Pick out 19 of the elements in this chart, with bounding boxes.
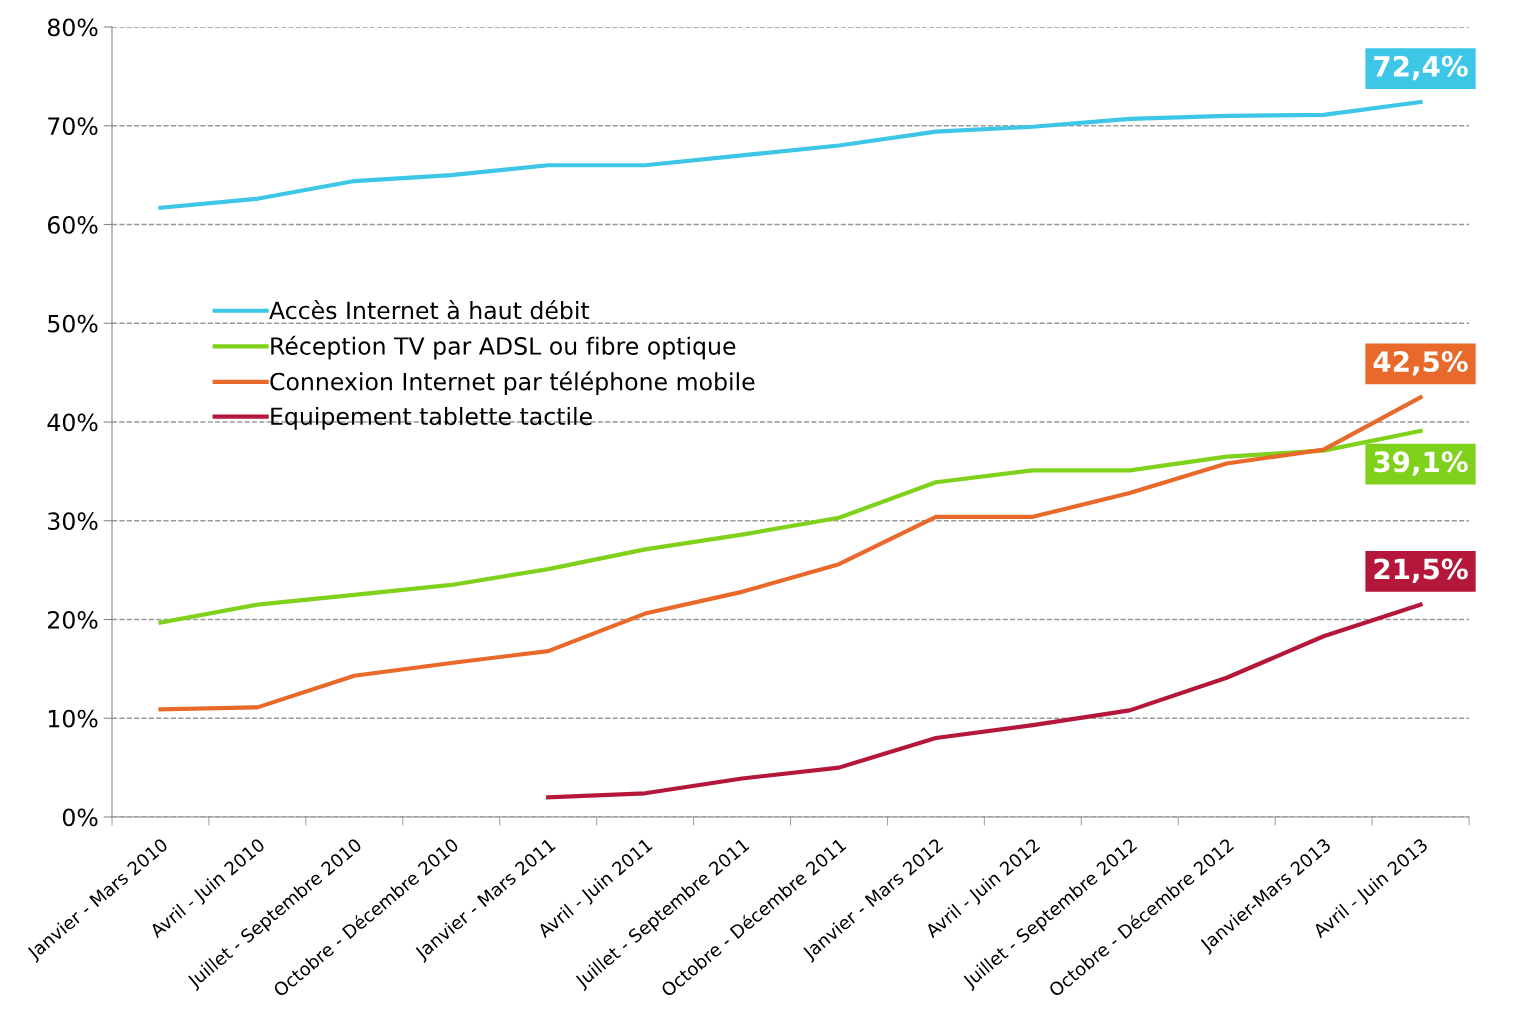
legend-label: Accès Internet à haut débit xyxy=(269,300,590,320)
legend-label: Connexion Internet par téléphone mobile xyxy=(270,371,755,396)
y-tick-label: 50% xyxy=(48,314,98,333)
line-series xyxy=(158,99,1423,210)
line-series xyxy=(546,602,1423,800)
y-tick-label: 70% xyxy=(48,117,98,136)
data-label: 72,4% xyxy=(1374,55,1468,81)
y-tick-label: 20% xyxy=(48,610,98,629)
y-tick-label: 30% xyxy=(48,512,98,531)
data-label: 39,1% xyxy=(1374,451,1468,476)
legend-label: Equipement tablette tactile xyxy=(271,406,592,430)
legend-label: Réception TV par ADSL ou fibre optique xyxy=(271,335,736,360)
y-tick-label: 0% xyxy=(62,808,98,827)
y-tick-label: 40% xyxy=(47,413,98,432)
y-tick-label: 80% xyxy=(47,18,98,37)
y-tick-label: 10% xyxy=(48,709,98,728)
y-tick-label: 60% xyxy=(47,215,98,234)
data-label: 21,5% xyxy=(1374,558,1468,583)
data-label: 42,5% xyxy=(1373,351,1468,376)
